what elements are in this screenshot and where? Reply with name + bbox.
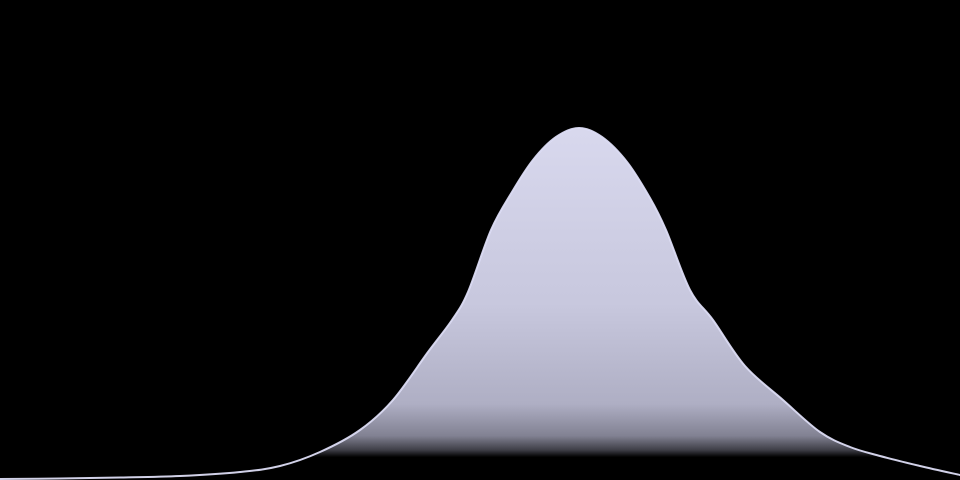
density-line bbox=[0, 126, 960, 480]
density-area bbox=[0, 128, 960, 480]
